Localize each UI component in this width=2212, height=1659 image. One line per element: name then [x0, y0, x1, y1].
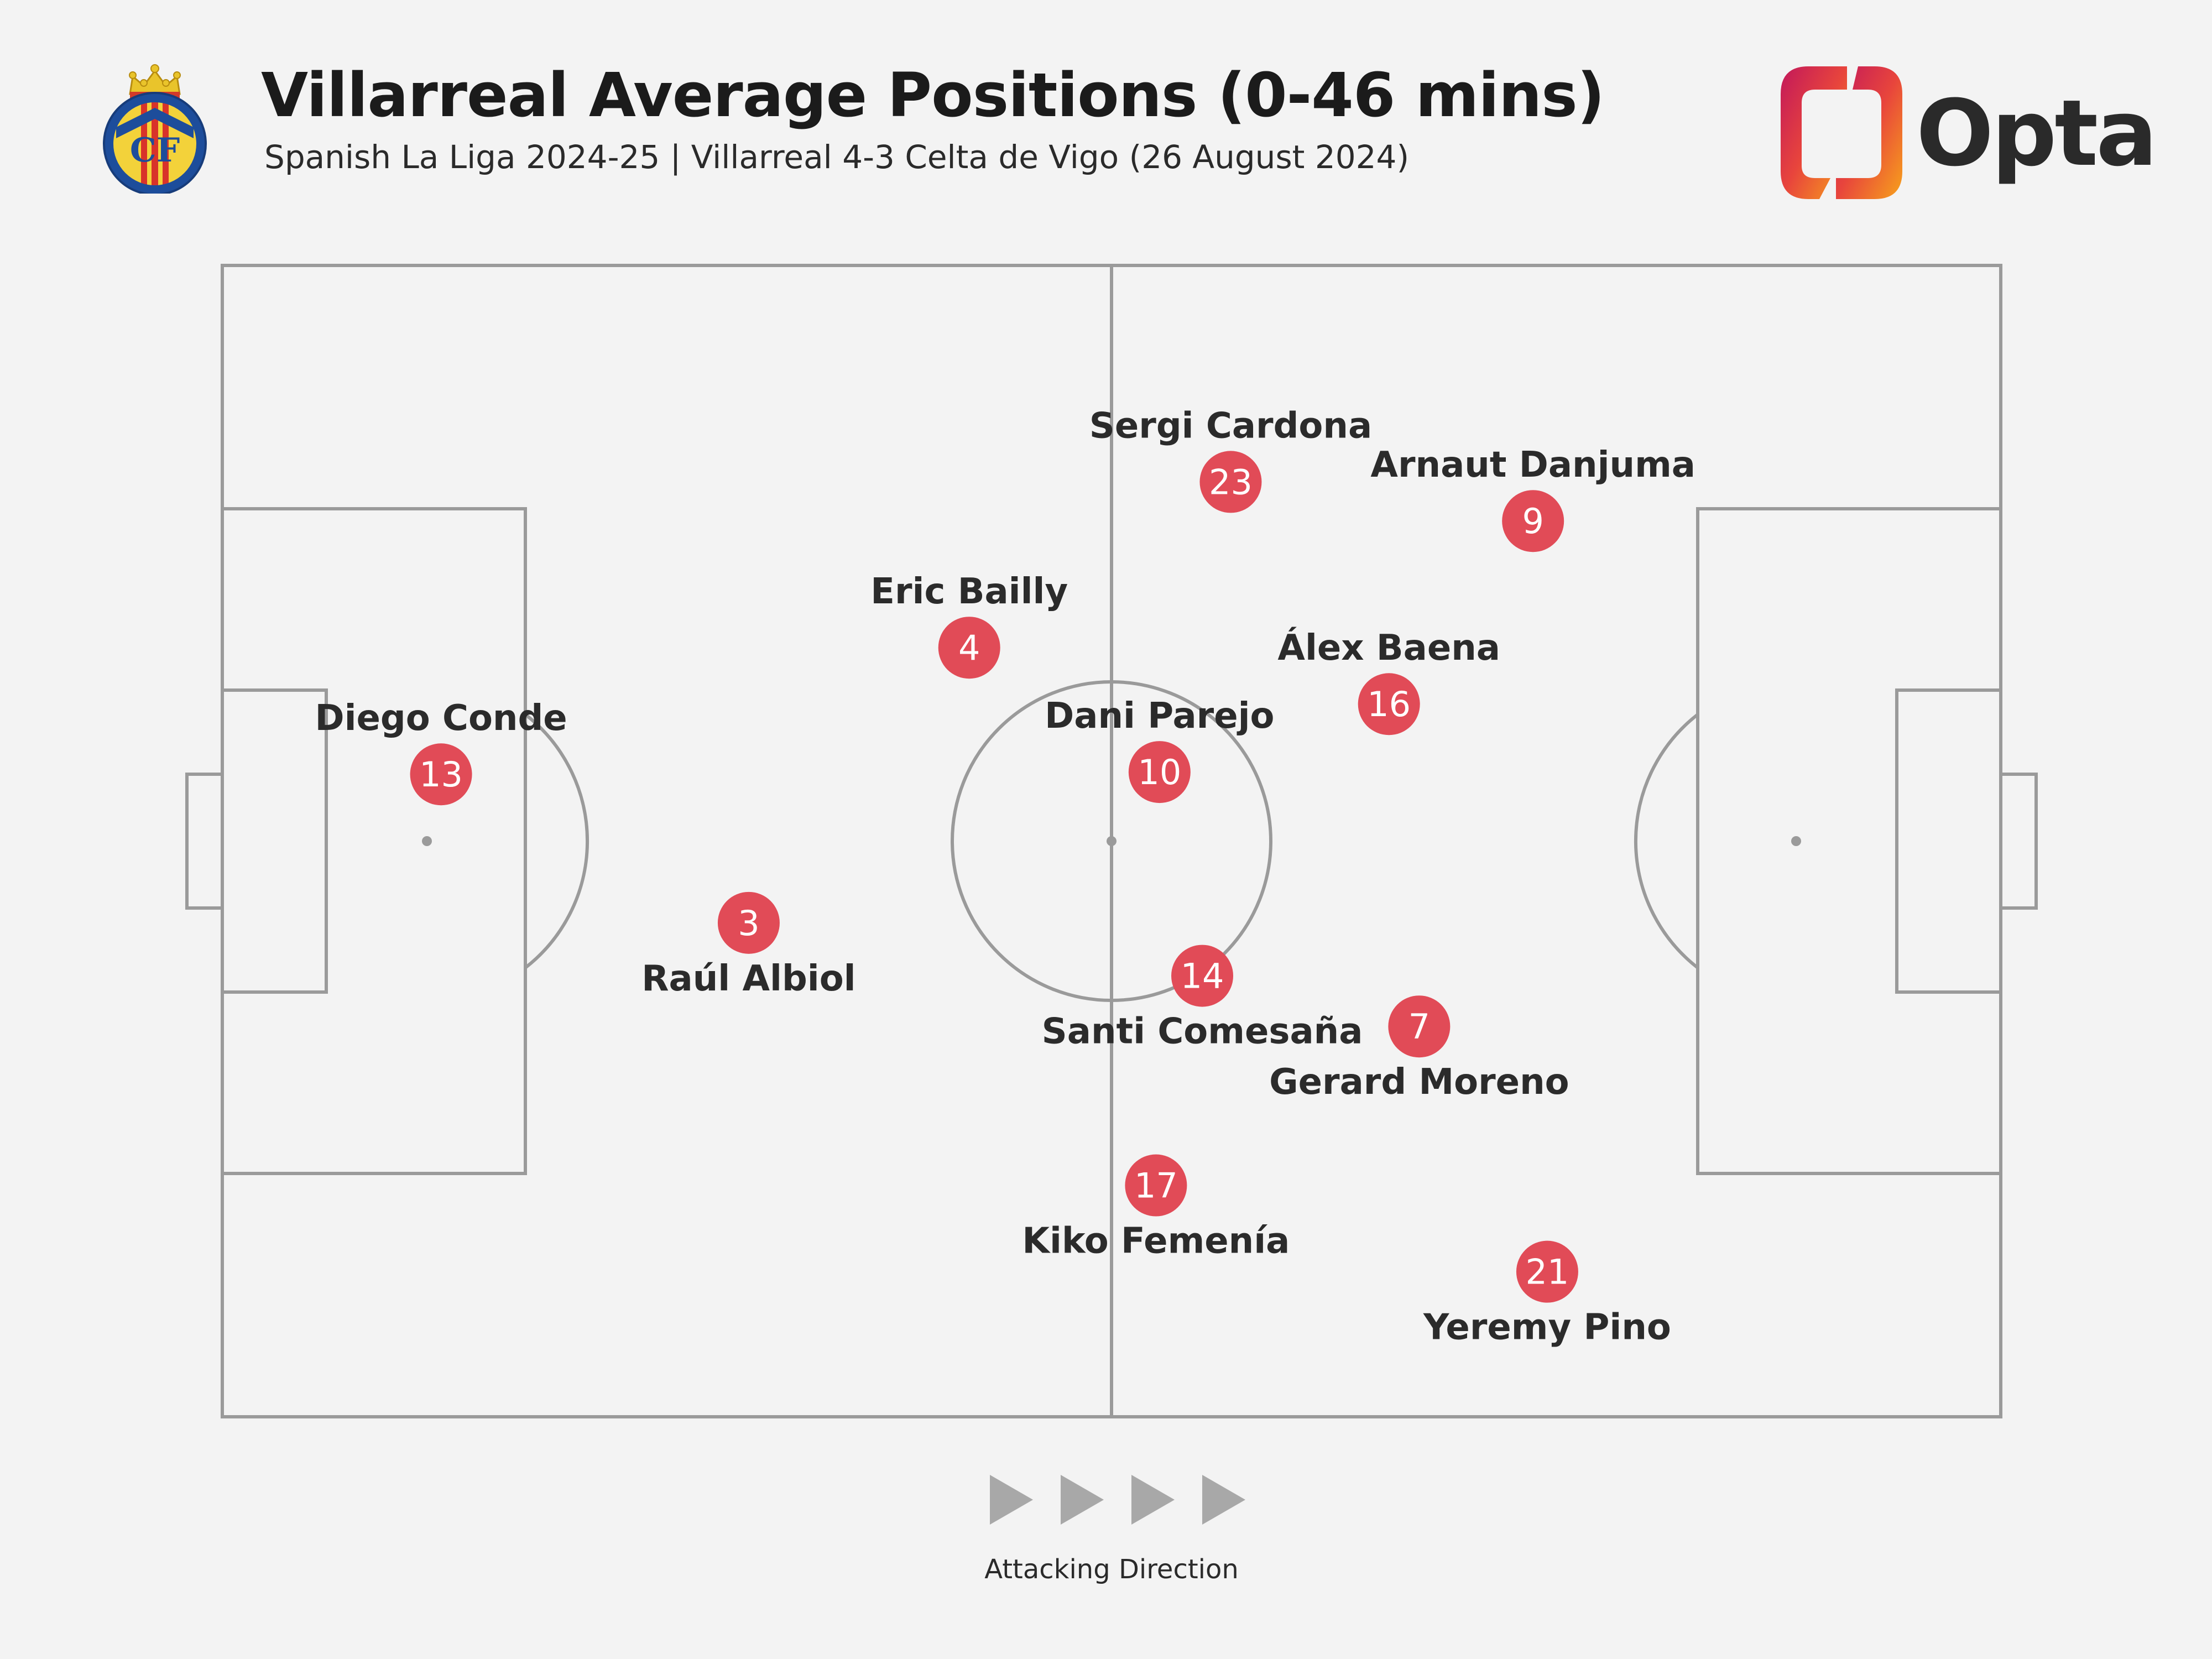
right-penalty-box [1696, 507, 2002, 1175]
player-name: Sergi Cardona [1089, 405, 1372, 446]
player-marker: 7 Gerard Moreno [1269, 995, 1569, 1103]
player-marker: 4 Eric Bailly [870, 571, 1068, 679]
right-penalty-arc [1634, 713, 1699, 969]
left-penalty-spot [422, 836, 432, 846]
player-number: 23 [1209, 462, 1253, 502]
player-dot [938, 617, 1000, 679]
player-markers: 13 Diego Conde 3 Raúl Albiol 4 Eric Bailly 23 S… [315, 405, 1695, 1348]
player-name: Diego Conde [315, 698, 567, 739]
villarreal-crest-icon: CF [103, 64, 207, 194]
left-penalty-arc [524, 713, 589, 969]
player-number: 14 [1181, 956, 1224, 997]
player-dot [1171, 945, 1234, 1007]
right-goal [1999, 773, 2038, 910]
opta-logo-icon [1781, 66, 1902, 199]
player-number: 3 [738, 903, 759, 943]
player-name: Gerard Moreno [1269, 1062, 1569, 1103]
play-arrow-icon [1061, 1475, 1104, 1525]
player-marker: 17 Kiko Femenía [1022, 1154, 1290, 1262]
right-six-yard-box [1895, 688, 2002, 994]
player-number: 7 [1408, 1006, 1430, 1047]
player-dot [410, 743, 472, 806]
player-name: Arnaut Danjuma [1370, 445, 1695, 486]
player-dot [1128, 741, 1191, 804]
opta-wordmark: Opta [1916, 80, 2158, 186]
player-dot [717, 891, 780, 954]
attacking-direction-arrows [990, 1475, 1245, 1525]
pitch-lines [185, 264, 2038, 1418]
player-marker: 3 Raúl Albiol [641, 891, 856, 999]
page-title: Villarreal Average Positions (0-46 mins) [261, 60, 1605, 131]
centre-spot [1107, 836, 1117, 846]
player-number: 4 [958, 628, 980, 668]
player-number: 16 [1367, 684, 1411, 724]
player-number: 10 [1138, 752, 1181, 792]
player-marker: 21 Yeremy Pino [1423, 1240, 1671, 1348]
player-dot [1502, 490, 1564, 552]
player-name: Dani Parejo [1045, 696, 1274, 737]
player-marker: 16 Álex Baena [1277, 627, 1500, 735]
left-six-yard-box [221, 688, 328, 994]
centre-circle [951, 680, 1272, 1002]
crest-letters: CF [130, 131, 180, 170]
player-name: Álex Baena [1277, 627, 1500, 669]
player-number: 17 [1134, 1166, 1178, 1206]
player-name: Yeremy Pino [1423, 1307, 1671, 1348]
play-arrow-icon [1202, 1475, 1245, 1525]
player-name: Raúl Albiol [641, 958, 855, 999]
player-name: Kiko Femenía [1022, 1221, 1290, 1262]
attacking-direction-label: Attacking Direction [984, 1554, 1239, 1585]
player-marker: 13 Diego Conde [315, 698, 567, 806]
player-dot [1199, 451, 1262, 513]
player-name: Santi Comesaña [1042, 1011, 1363, 1052]
player-marker: 23 Sergi Cardona [1089, 405, 1372, 513]
player-dot [1358, 673, 1420, 735]
player-number: 21 [1525, 1252, 1569, 1292]
left-penalty-box [221, 507, 527, 1175]
player-number: 9 [1522, 501, 1543, 541]
player-dot [1125, 1154, 1187, 1217]
page-subtitle: Spanish La Liga 2024-25 | Villarreal 4-3… [264, 138, 1410, 176]
player-number: 13 [419, 754, 463, 795]
player-name: Eric Bailly [870, 571, 1068, 612]
player-marker: 9 Arnaut Danjuma [1370, 445, 1695, 552]
play-arrow-icon [990, 1475, 1033, 1525]
right-penalty-spot [1791, 836, 1801, 846]
player-marker: 14 Santi Comesaña [1042, 945, 1363, 1052]
play-arrow-icon [1131, 1475, 1175, 1525]
player-marker: 10 Dani Parejo [1045, 696, 1275, 804]
player-dot [1388, 995, 1451, 1058]
player-dot [1516, 1240, 1578, 1303]
left-goal [185, 773, 224, 910]
